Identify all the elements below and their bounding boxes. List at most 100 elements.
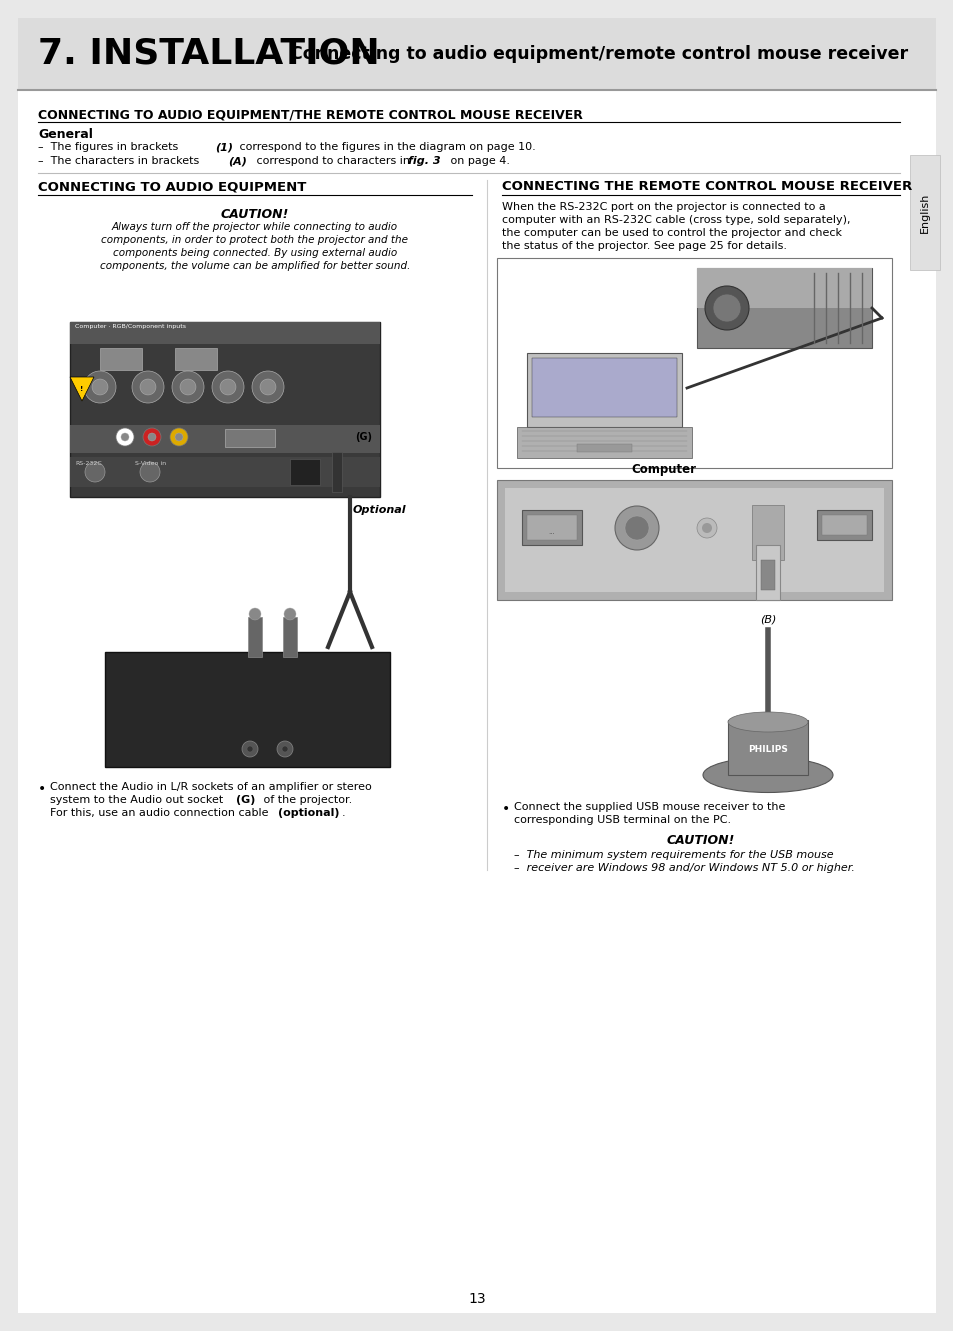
Circle shape [624,516,648,540]
Bar [105,652,390,767]
Circle shape [174,433,183,441]
Text: •: • [501,803,510,816]
Text: the status of the projector. See page 25 for details.: the status of the projector. See page 25… [501,241,786,252]
Text: Computer · RGB/Component inputs: Computer · RGB/Component inputs [75,323,186,329]
Circle shape [701,523,711,532]
Text: When the RS-232C port on the projector is connected to a: When the RS-232C port on the projector i… [501,202,825,212]
Circle shape [284,608,295,620]
Text: ...: ... [548,528,555,535]
Bar [821,515,866,535]
Text: of the projector.: of the projector. [260,795,352,805]
Bar [755,544,780,600]
Bar [751,504,783,560]
Bar [521,510,581,544]
Text: components, the volume can be amplified for better sound.: components, the volume can be amplified … [100,261,410,272]
Bar [290,459,319,484]
Text: computer with an RS-232C cable (cross type, sold separately),: computer with an RS-232C cable (cross ty… [501,216,850,225]
Text: fig. 3: fig. 3 [408,156,440,166]
Bar [225,429,274,447]
Circle shape [140,379,156,395]
Text: RS-232C: RS-232C [75,461,102,466]
Text: Connect the supplied USB mouse receiver to the: Connect the supplied USB mouse receiver … [514,803,784,812]
Text: components being connected. By using external audio: components being connected. By using ext… [112,248,396,258]
Bar [909,154,939,270]
Bar [283,618,296,658]
Bar [100,347,142,370]
Text: components, in order to protect both the projector and the: components, in order to protect both the… [101,236,408,245]
Circle shape [170,429,188,446]
Text: Connect the Audio in L/R sockets of an amplifier or stereo: Connect the Audio in L/R sockets of an a… [50,783,372,792]
Text: General: General [38,128,92,141]
Ellipse shape [727,712,807,732]
Bar [18,19,935,91]
Bar [70,425,379,453]
Text: S-Video in: S-Video in [135,461,166,466]
Circle shape [143,429,161,446]
Bar [532,358,677,417]
Circle shape [140,462,160,482]
Text: 7. INSTALLATION: 7. INSTALLATION [38,37,379,71]
Text: For this, use an audio connection cable: For this, use an audio connection cable [50,808,272,819]
Bar [248,618,262,658]
Circle shape [220,379,235,395]
Polygon shape [70,377,94,401]
Text: system to the Audio out socket: system to the Audio out socket [50,795,227,805]
Text: CONNECTING THE REMOTE CONTROL MOUSE RECEIVER: CONNECTING THE REMOTE CONTROL MOUSE RECE… [501,180,911,193]
Bar [70,457,379,487]
Text: CONNECTING TO AUDIO EQUIPMENT: CONNECTING TO AUDIO EQUIPMENT [38,180,306,193]
Text: •: • [38,783,46,796]
Circle shape [697,518,717,538]
Bar [332,453,341,492]
Text: Optional: Optional [353,504,406,515]
Bar [697,268,871,307]
Text: Always turn off the projector while connecting to audio: Always turn off the projector while conn… [112,222,397,232]
Text: !: ! [80,386,84,393]
Text: English: English [919,192,929,233]
Text: (B): (B) [759,615,776,626]
Circle shape [148,433,156,441]
Bar [816,510,871,540]
Text: (1): (1) [214,142,233,152]
Text: correspond to characters in: correspond to characters in [253,156,413,166]
Bar [526,353,681,426]
Text: –  The figures in brackets: – The figures in brackets [38,142,182,152]
Text: 13: 13 [468,1292,485,1306]
Bar [504,488,883,592]
Circle shape [252,371,284,403]
Circle shape [260,379,275,395]
Bar [577,445,631,453]
Text: correspond to the figures in the diagram on page 10.: correspond to the figures in the diagram… [235,142,536,152]
Text: the computer can be used to control the projector and check: the computer can be used to control the … [501,228,841,238]
Ellipse shape [702,757,832,792]
Bar [526,515,577,540]
Text: CAUTION!: CAUTION! [666,835,735,847]
Circle shape [121,433,129,441]
Bar [174,347,216,370]
Text: Computer: Computer [631,463,696,476]
Circle shape [247,745,253,752]
Text: (G): (G) [355,433,372,442]
Text: CAUTION!: CAUTION! [220,208,289,221]
Circle shape [242,741,257,757]
Circle shape [91,379,108,395]
Text: corresponding USB terminal on the PC.: corresponding USB terminal on the PC. [514,815,730,825]
Text: Connecting to audio equipment/remote control mouse receiver: Connecting to audio equipment/remote con… [290,45,907,63]
Text: CONNECTING TO AUDIO EQUIPMENT/THE REMOTE CONTROL MOUSE RECEIVER: CONNECTING TO AUDIO EQUIPMENT/THE REMOTE… [38,108,582,121]
Text: on page 4.: on page 4. [447,156,510,166]
Circle shape [704,286,748,330]
Circle shape [712,294,740,322]
Text: (optional): (optional) [277,808,339,819]
Bar [727,720,807,775]
Circle shape [282,745,288,752]
Circle shape [85,462,105,482]
Circle shape [172,371,204,403]
Circle shape [212,371,244,403]
Circle shape [84,371,116,403]
Text: (A): (A) [228,156,247,166]
Bar [70,322,379,343]
Circle shape [249,608,261,620]
Bar [497,480,891,600]
Circle shape [276,741,293,757]
Circle shape [132,371,164,403]
Text: .: . [341,808,345,819]
